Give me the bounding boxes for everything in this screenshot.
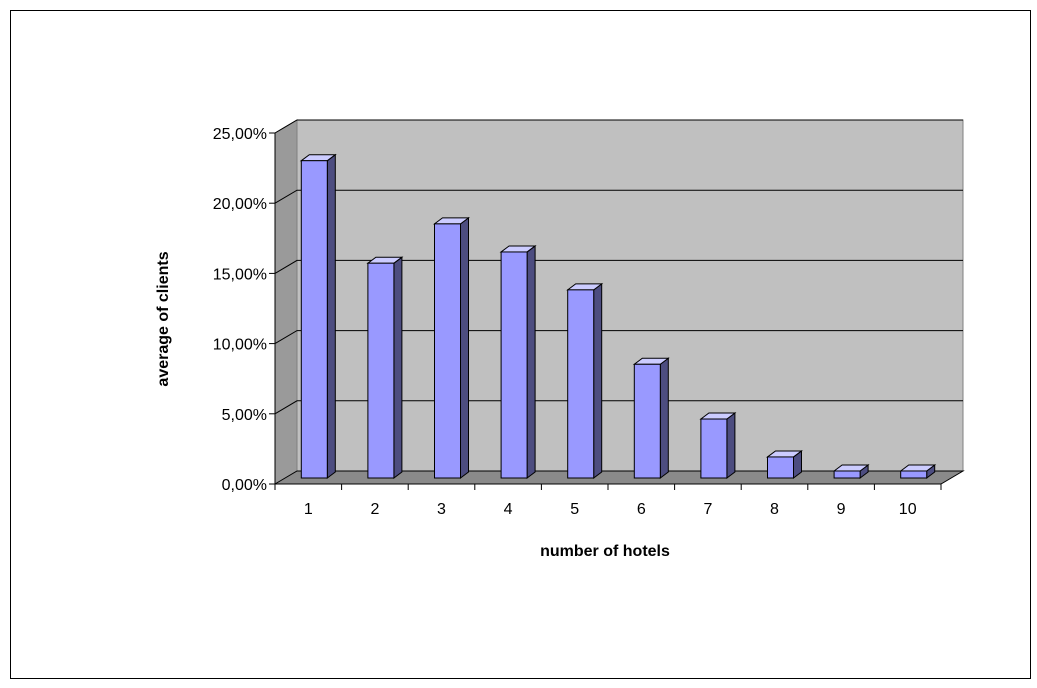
- bar-front: [833, 470, 861, 479]
- bar-10: [899, 463, 937, 479]
- x-tick-label: 7: [703, 501, 712, 518]
- y-tick-label: 10,00%: [213, 337, 267, 354]
- bar-side: [593, 282, 603, 479]
- x-tick-label: 3: [437, 501, 446, 518]
- bar-front: [633, 363, 661, 479]
- y-tick-label: 5,00%: [222, 407, 267, 424]
- y-axis-title: average of clients: [155, 251, 172, 386]
- chart-frame: 0,00% 5,00% 10,00% 15,00% 20,00% 25,00% 1 2 3 4 5 6…: [10, 10, 1031, 679]
- bar-1: [299, 153, 337, 479]
- x-tick-label: 10: [899, 501, 917, 518]
- axes: [269, 132, 942, 490]
- tick-labels: 0,00% 5,00% 10,00% 15,00% 20,00% 25,00% 1 2 3 4 5 6…: [213, 126, 917, 518]
- bar-9: [832, 463, 870, 479]
- y-tick-label: 25,00%: [213, 126, 267, 143]
- gridline: [274, 400, 963, 415]
- bar-front: [300, 160, 328, 479]
- bar-front: [500, 251, 528, 479]
- bar-side: [393, 256, 403, 479]
- x-tick-label: 1: [304, 501, 313, 518]
- bar-8: [766, 449, 803, 479]
- bar-4: [499, 244, 537, 479]
- x-tick-label: 6: [637, 501, 646, 518]
- gridline: [274, 259, 963, 274]
- x-tick-label: 4: [504, 501, 513, 518]
- bar-side: [526, 244, 536, 479]
- x-axis-title: number of hotels: [540, 543, 670, 560]
- gridline: [274, 330, 963, 345]
- bars: [299, 153, 937, 479]
- gridlines: [274, 119, 963, 415]
- bar-front: [767, 456, 794, 479]
- x-tick-label: 2: [370, 501, 379, 518]
- gridline: [274, 189, 963, 204]
- bar-3: [433, 216, 470, 479]
- bar-chart: 0,00% 5,00% 10,00% 15,00% 20,00% 25,00% 1 2 3 4 5 6…: [155, 119, 965, 560]
- side-wall: [274, 119, 298, 485]
- y-tick-label: 0,00%: [222, 477, 267, 494]
- bar-front: [567, 289, 595, 479]
- bar-front: [367, 262, 395, 479]
- x-tick-label: 5: [570, 501, 579, 518]
- bar-front: [700, 418, 728, 479]
- bar-side: [659, 357, 669, 479]
- bar-front: [434, 223, 461, 479]
- bar-2: [366, 256, 404, 479]
- bar-side: [726, 412, 736, 479]
- gridline: [274, 119, 963, 134]
- bar-7: [699, 412, 737, 479]
- bar-side: [326, 153, 336, 479]
- bar-5: [566, 282, 604, 479]
- bar-side: [460, 216, 469, 479]
- bar-6: [632, 357, 670, 479]
- y-tick-label: 15,00%: [213, 266, 267, 283]
- x-tick-label: 8: [770, 501, 779, 518]
- bar-front: [900, 470, 928, 479]
- x-tick-label: 9: [837, 501, 846, 518]
- y-tick-label: 20,00%: [213, 196, 267, 213]
